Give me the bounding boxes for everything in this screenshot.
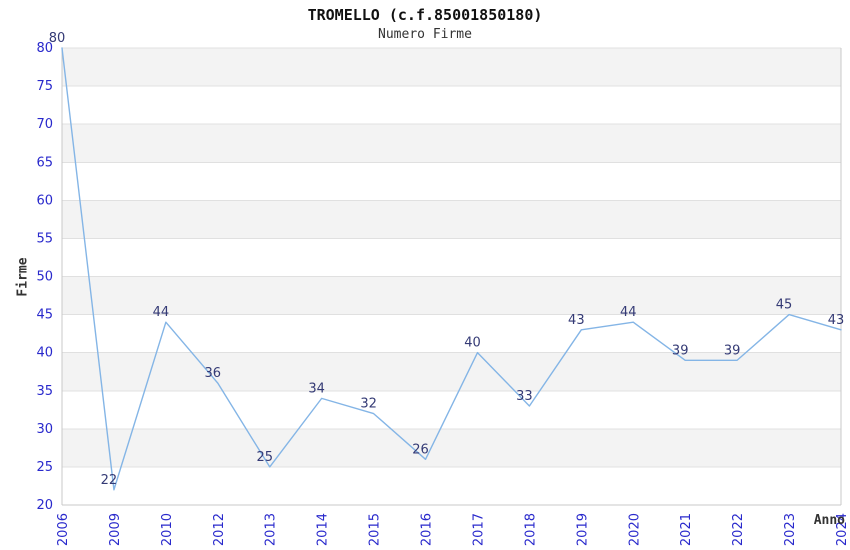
plot-band [62, 48, 841, 87]
data-label: 25 [256, 450, 273, 465]
x-tick-label: 2020 [627, 513, 642, 546]
x-tick-label: 2006 [56, 513, 71, 546]
plot-band [62, 276, 841, 315]
x-tick-labels: 2006 2009 2010 2012 2013 2014 2015 2016 2017 2018… [56, 513, 850, 546]
x-tick-label: 2015 [368, 513, 383, 546]
series-line [61, 47, 842, 491]
gridlines [62, 47, 841, 506]
plot-border [61, 48, 842, 506]
y-tick-label: 80 [36, 41, 53, 56]
data-label: 40 [464, 336, 481, 351]
x-tick-label: 2022 [731, 513, 746, 546]
x-tick-label: 2009 [108, 513, 123, 546]
y-tick-label: 60 [36, 193, 53, 208]
x-tick-label: 2017 [471, 513, 486, 546]
x-tick-label: 2024 [835, 513, 850, 546]
chart-title: TROMELLO (c.f.85001850180) [307, 6, 543, 24]
y-tick-label: 30 [36, 422, 53, 437]
data-label: 39 [724, 343, 741, 358]
y-tick-label: 70 [36, 117, 53, 132]
data-label: 80 [49, 31, 66, 46]
plot-bands [62, 48, 841, 467]
x-tick-label: 2016 [420, 513, 435, 546]
data-label: 26 [412, 442, 429, 457]
y-tick-label: 75 [36, 79, 53, 94]
x-tick-label: 2014 [316, 513, 331, 546]
x-tick-label: 2012 [212, 513, 227, 546]
x-tick-label: 2019 [575, 513, 590, 546]
data-label: 36 [205, 366, 222, 381]
x-axis-title: Anno [813, 513, 845, 528]
y-tick-label: 45 [36, 308, 53, 323]
data-label: 44 [620, 305, 637, 320]
x-tick-label: 2021 [679, 513, 694, 546]
x-tick-label: 2013 [264, 513, 279, 546]
plot-band [62, 352, 841, 391]
plot-band [62, 124, 841, 163]
data-label: 45 [776, 298, 793, 313]
y-tick-label: 50 [36, 270, 53, 285]
data-label: 22 [101, 473, 118, 488]
y-tick-label: 35 [36, 384, 53, 399]
y-tick-label: 20 [36, 498, 53, 513]
x-tick-label: 2010 [160, 513, 175, 546]
plot-band [62, 428, 841, 467]
data-label: 44 [153, 305, 170, 320]
y-tick-label: 25 [36, 460, 53, 475]
x-tick-label: 2023 [783, 513, 798, 546]
data-labels: 80 22 44 36 25 34 32 26 40 33 43 44 39 39 45 43 [49, 31, 845, 488]
x-tick-label: 2018 [523, 513, 538, 546]
data-label: 43 [828, 313, 845, 328]
data-label: 32 [360, 397, 377, 412]
y-tick-label: 40 [36, 346, 53, 361]
y-tick-labels: 20 25 30 35 40 45 50 55 60 65 70 75 80 [36, 41, 53, 513]
data-label: 39 [672, 343, 689, 358]
data-label: 34 [308, 381, 325, 396]
data-label: 33 [516, 389, 533, 404]
data-label: 43 [568, 313, 585, 328]
y-tick-label: 65 [36, 155, 53, 170]
chart-subtitle: Numero Firme [378, 27, 472, 42]
y-tick-label: 55 [36, 231, 53, 246]
plot-band [62, 200, 841, 239]
